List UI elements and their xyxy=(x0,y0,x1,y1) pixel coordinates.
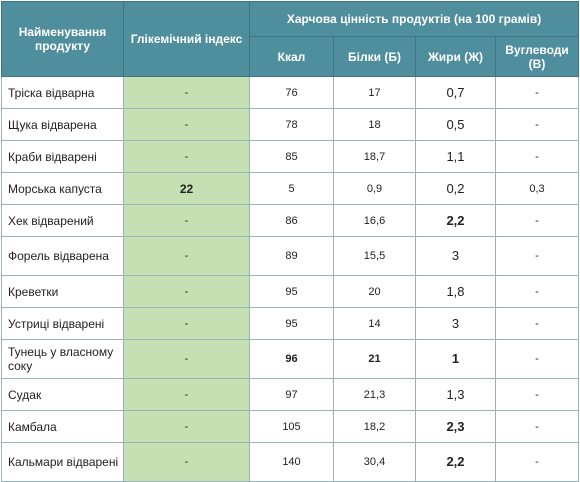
cell-kcal: 95 xyxy=(249,307,334,340)
cell-product-name: Щука відварена xyxy=(1,108,124,141)
header-product-name: Найменування продукту xyxy=(1,1,124,77)
cell-glycemic-index: - xyxy=(123,108,250,141)
cell-carbs: - xyxy=(494,140,580,173)
header-protein: Білки (Б) xyxy=(333,36,416,77)
cell-kcal: 96 xyxy=(249,339,334,379)
cell-fat: 1,3 xyxy=(415,378,496,411)
cell-glycemic-index: 22 xyxy=(123,172,250,205)
cell-kcal: 89 xyxy=(249,236,334,276)
cell-carbs: - xyxy=(494,275,580,308)
cell-glycemic-index: - xyxy=(123,204,250,237)
cell-product-name: Кальмари відварені xyxy=(1,442,124,482)
cell-kcal: 105 xyxy=(249,410,334,443)
cell-fat: 1,1 xyxy=(415,140,496,173)
header-kcal: Ккал xyxy=(249,36,334,77)
cell-protein: 30,4 xyxy=(333,442,416,482)
cell-kcal: 5 xyxy=(249,172,334,205)
cell-glycemic-index: - xyxy=(123,140,250,173)
cell-carbs: - xyxy=(494,378,580,411)
cell-protein: 0,9 xyxy=(333,172,416,205)
cell-glycemic-index: - xyxy=(123,76,250,109)
cell-fat: 2,3 xyxy=(415,410,496,443)
table-row: Кальмари відварені - 140 30,4 2,2 - xyxy=(1,442,580,482)
cell-product-name: Судак xyxy=(1,378,124,411)
table-row: Устриці відварені - 95 14 3 - xyxy=(1,307,580,340)
cell-fat: 0,2 xyxy=(415,172,496,205)
cell-kcal: 140 xyxy=(249,442,334,482)
cell-glycemic-index: - xyxy=(123,378,250,411)
cell-protein: 21 xyxy=(333,339,416,379)
cell-product-name: Хек відварений xyxy=(1,204,124,237)
cell-protein: 17 xyxy=(333,76,416,109)
cell-fat: 2,2 xyxy=(415,204,496,237)
cell-glycemic-index: - xyxy=(123,275,250,308)
cell-product-name: Устриці відварені xyxy=(1,307,124,340)
cell-carbs: - xyxy=(494,236,580,276)
cell-fat: 0,5 xyxy=(415,108,496,141)
cell-carbs: - xyxy=(494,108,580,141)
cell-carbs: - xyxy=(494,442,580,482)
cell-kcal: 86 xyxy=(249,204,334,237)
cell-product-name: Камбала xyxy=(1,410,124,443)
cell-protein: 18,2 xyxy=(333,410,416,443)
cell-carbs: - xyxy=(494,410,580,443)
cell-carbs: 0,3 xyxy=(494,172,580,205)
cell-product-name: Креветки xyxy=(1,275,124,308)
cell-fat: 2,2 xyxy=(415,442,496,482)
header-carbs: Вуглеводи (В) xyxy=(494,36,580,77)
header-glycemic-index: Глікемічний індекс xyxy=(123,1,250,77)
cell-kcal: 78 xyxy=(249,108,334,141)
cell-carbs: - xyxy=(494,339,580,379)
cell-kcal: 95 xyxy=(249,275,334,308)
cell-product-name: Тріска відварна xyxy=(1,76,124,109)
cell-fat: 3 xyxy=(415,307,496,340)
table-row: Хек відварений - 86 16,6 2,2 - xyxy=(1,204,580,237)
table-row: Креветки - 95 20 1,8 - xyxy=(1,275,580,308)
table-row: Судак - 97 21,3 1,3 - xyxy=(1,378,580,411)
table-row: Форель відварена - 89 15,5 3 - xyxy=(1,236,580,276)
header-nutrition-group: Харчова цінність продуктів (на 100 грамі… xyxy=(248,1,580,37)
cell-protein: 15,5 xyxy=(333,236,416,276)
cell-protein: 18,7 xyxy=(333,140,416,173)
table-row: Тунець у власному соку - 96 21 1 - xyxy=(1,339,580,379)
cell-protein: 14 xyxy=(333,307,416,340)
cell-product-name: Тунець у власному соку xyxy=(1,339,124,379)
table-row: Морська капуста 22 5 0,9 0,2 0,3 xyxy=(1,172,580,205)
cell-carbs: - xyxy=(494,204,580,237)
cell-glycemic-index: - xyxy=(123,236,250,276)
cell-protein: 18 xyxy=(333,108,416,141)
table-row: Камбала - 105 18,2 2,3 - xyxy=(1,410,580,443)
cell-product-name: Краби відварені xyxy=(1,140,124,173)
cell-product-name: Форель відварена xyxy=(1,236,124,276)
cell-kcal: 97 xyxy=(249,378,334,411)
cell-glycemic-index: - xyxy=(123,410,250,443)
cell-protein: 21,3 xyxy=(333,378,416,411)
cell-fat: 3 xyxy=(415,236,496,276)
cell-protein: 16,6 xyxy=(333,204,416,237)
cell-glycemic-index: - xyxy=(123,307,250,340)
cell-product-name: Морська капуста xyxy=(1,172,124,205)
header-fat: Жири (Ж) xyxy=(415,36,496,77)
cell-kcal: 85 xyxy=(249,140,334,173)
cell-fat: 0,7 xyxy=(415,76,496,109)
cell-kcal: 76 xyxy=(249,76,334,109)
cell-glycemic-index: - xyxy=(123,339,250,379)
cell-carbs: - xyxy=(494,76,580,109)
cell-glycemic-index: - xyxy=(123,442,250,482)
cell-fat: 1 xyxy=(415,339,496,379)
cell-protein: 20 xyxy=(333,275,416,308)
cell-carbs: - xyxy=(494,307,580,340)
table-row: Краби відварені - 85 18,7 1,1 - xyxy=(1,140,580,173)
table-row: Щука відварена - 78 18 0,5 - xyxy=(1,108,580,141)
table-row: Тріска відварна - 76 17 0,7 - xyxy=(1,76,580,109)
cell-fat: 1,8 xyxy=(415,275,496,308)
